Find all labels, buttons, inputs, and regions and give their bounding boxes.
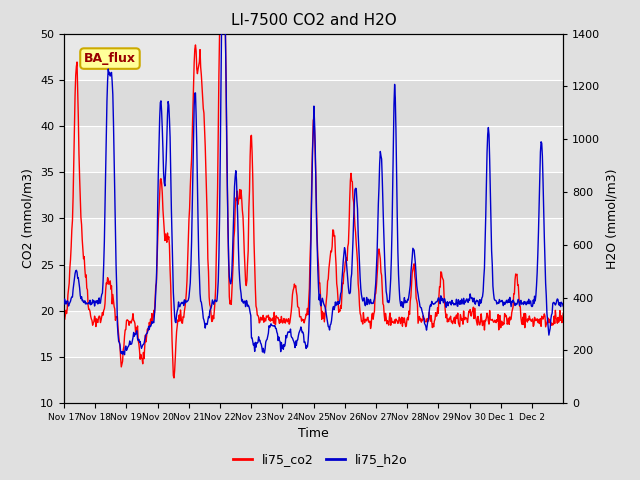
li75_co2 xyxy=(211,299,219,305)
Y-axis label: CO2 (mmol/m3): CO2 (mmol/m3) xyxy=(22,168,35,268)
Bar xyxy=(64,218,563,264)
Bar xyxy=(64,126,563,172)
Bar xyxy=(64,80,563,126)
li75_h2o xyxy=(394,249,402,255)
Bar xyxy=(64,34,563,80)
Line: li75_co2: li75_co2 xyxy=(64,34,563,378)
li75_h2o xyxy=(218,31,225,36)
li75_h2o xyxy=(211,297,219,303)
li75_h2o xyxy=(255,338,263,344)
li75_co2 xyxy=(60,315,68,321)
Bar xyxy=(64,264,563,311)
li75_h2o xyxy=(60,301,68,307)
li75_co2 xyxy=(237,196,244,202)
X-axis label: Time: Time xyxy=(298,428,329,441)
li75_co2 xyxy=(119,359,127,364)
li75_h2o xyxy=(366,299,374,304)
li75_co2 xyxy=(255,320,263,326)
li75_h2o xyxy=(119,351,127,357)
Line: li75_h2o: li75_h2o xyxy=(64,34,563,355)
li75_co2 xyxy=(559,311,567,316)
li75_co2 xyxy=(394,321,402,326)
Legend: li75_co2, li75_h2o: li75_co2, li75_h2o xyxy=(228,448,412,471)
Y-axis label: H2O (mmol/m3): H2O (mmol/m3) xyxy=(606,168,619,269)
Bar xyxy=(64,311,563,357)
li75_h2o xyxy=(237,286,244,291)
Text: BA_flux: BA_flux xyxy=(84,52,136,65)
Bar xyxy=(64,357,563,403)
Title: LI-7500 CO2 and H2O: LI-7500 CO2 and H2O xyxy=(231,13,396,28)
li75_co2 xyxy=(366,318,374,324)
li75_co2 xyxy=(216,31,223,36)
li75_h2o xyxy=(121,352,129,358)
Bar xyxy=(64,172,563,218)
li75_h2o xyxy=(559,303,567,309)
li75_co2 xyxy=(170,375,178,381)
